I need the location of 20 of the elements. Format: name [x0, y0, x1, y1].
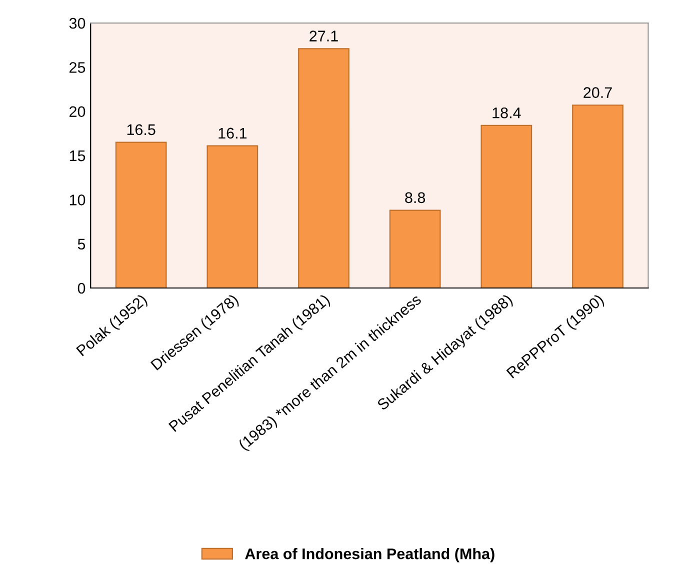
legend-label: Area of Indonesian Peatland (Mha) [245, 548, 494, 562]
data-label: 8.8 [405, 192, 426, 204]
data-label: 27.1 [310, 30, 338, 42]
data-label: 16.5 [127, 124, 156, 136]
y-tick-label: 5 [78, 238, 86, 250]
bar [115, 142, 167, 288]
y-tick-label: 0 [78, 282, 86, 294]
bar [389, 210, 441, 288]
bar [298, 48, 350, 288]
y-tick-label: 20 [70, 106, 86, 118]
data-label: 20.7 [584, 87, 612, 98]
data-label: 18.4 [492, 107, 521, 118]
y-tick-label: 30 [69, 18, 86, 29]
data-label: 16.1 [218, 128, 247, 139]
bar [206, 145, 258, 288]
y-tick-label: 25 [70, 62, 86, 73]
y-tick-label: 10 [70, 194, 86, 206]
bar [480, 124, 532, 288]
y-tick-label: 15 [70, 150, 86, 162]
bar [572, 104, 624, 288]
